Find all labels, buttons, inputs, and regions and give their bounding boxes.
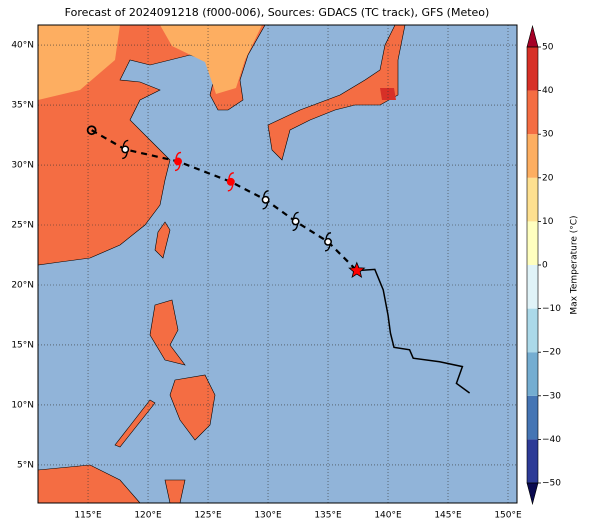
colorbar-bin: [527, 177, 538, 222]
colorbar-tick-label: 30: [542, 130, 554, 140]
colorbar-tick-label: −10: [542, 304, 561, 314]
colorbar-tick-label: 10: [542, 217, 554, 227]
colorbar-bin: [527, 221, 538, 265]
x-tick-label: 135°E: [314, 511, 342, 521]
track-point: [86, 125, 97, 136]
colorbar-extend: [526, 482, 539, 506]
cyclone-symbol: [226, 177, 235, 186]
y-tick-label: 10°N: [11, 400, 34, 410]
map-frame: [37, 24, 518, 504]
grid: [38, 25, 517, 503]
cyclone-arm: [262, 190, 269, 210]
y-tick-label: 20°N: [11, 280, 34, 290]
colorbar-bin: [527, 90, 538, 135]
current-position: [348, 261, 366, 278]
x-tick-label: 115°E: [74, 511, 102, 521]
y-tick-label: 30°N: [11, 161, 34, 171]
colorbar-tick-label: 0: [542, 261, 548, 271]
cyclone-symbol: [174, 157, 182, 166]
y-tick-label: 25°N: [11, 221, 34, 231]
colorbar-tick-label: −40: [542, 435, 561, 445]
colorbar-extend: [526, 24, 539, 48]
colorbar-tick-label: −30: [542, 391, 561, 401]
track-line: [91, 129, 358, 272]
colorbar-bin: [527, 265, 538, 309]
colorbar-tick-label: −20: [542, 348, 561, 358]
colorbar-tick-label: 40: [542, 86, 554, 96]
x-tick-label: 150°E: [494, 511, 522, 521]
colorbar-bin: [527, 308, 538, 353]
cyclone-arm: [174, 151, 182, 172]
colorbar-tick-label: 20: [542, 173, 554, 183]
colorbar-bin: [527, 352, 538, 396]
colorbar-bin: [527, 439, 538, 483]
x-tick-label: 145°E: [434, 511, 462, 521]
cyclone-arm: [122, 139, 129, 160]
cyclone-arm: [324, 232, 332, 252]
cyclone-arm: [292, 211, 299, 232]
colorbar-bin: [527, 134, 538, 178]
cyclone-symbol: [121, 145, 130, 154]
x-tick-label: 140°E: [374, 511, 402, 521]
map-title: Forecast of 2024091218 (f000-006), Sourc…: [65, 6, 490, 19]
y-tick-label: 5°N: [17, 460, 34, 470]
y-tick-label: 15°N: [11, 340, 34, 350]
cyclone-symbol: [291, 217, 300, 226]
colorbar-bin: [527, 47, 538, 91]
land: [37, 24, 406, 504]
x-tick-label: 120°E: [134, 511, 162, 521]
cyclone-symbol: [324, 237, 332, 246]
track-line: [356, 268, 471, 394]
y-tick-label: 40°N: [11, 41, 34, 51]
y-tick-label: 35°N: [11, 101, 34, 111]
cyclone-symbol: [261, 195, 270, 204]
colorbar: −50 −40 −30 −20 −10 0 10 20 30 40 50: [526, 24, 561, 506]
x-tick-label: 130°E: [254, 511, 282, 521]
colorbar-bin: [527, 395, 538, 440]
colorbar-tick-label: 50: [542, 43, 554, 53]
cyclone-arm: [227, 172, 234, 192]
x-tick-label: 125°E: [194, 511, 222, 521]
colorbar-label: Max Temperature (°C): [570, 215, 580, 314]
colorbar-tick-label: −50: [542, 479, 561, 489]
tracks: [86, 125, 471, 394]
